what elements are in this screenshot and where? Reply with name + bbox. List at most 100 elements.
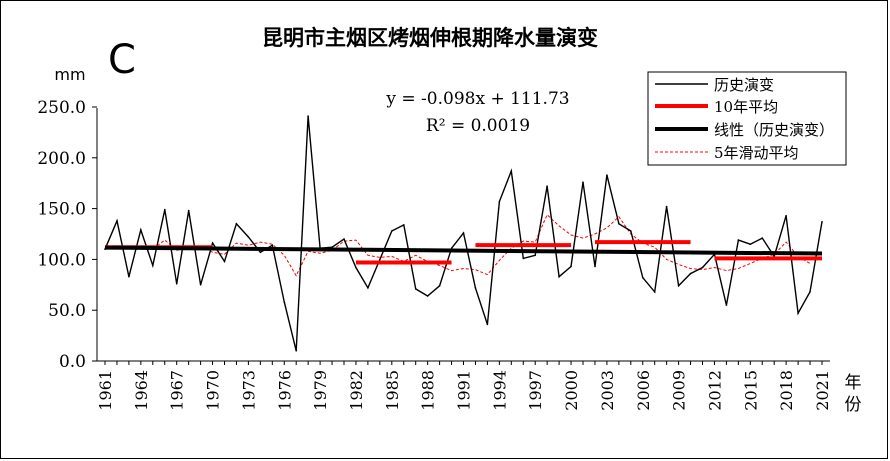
history-point — [403, 224, 405, 226]
x-tick-label: 1961 — [96, 370, 115, 411]
x-tick-label: 2021 — [813, 370, 832, 411]
history-point — [677, 285, 680, 287]
history-point — [295, 350, 298, 352]
x-tick-label: 2018 — [777, 370, 796, 411]
history-point — [379, 258, 381, 261]
history-point — [797, 312, 799, 315]
legend: 历史演变 10年平均 线性（历史演变） 5年滑动平均 — [647, 71, 847, 166]
history-point — [343, 238, 345, 240]
x-tick-label: 1964 — [132, 370, 151, 411]
history-point — [522, 257, 525, 260]
history-point — [223, 260, 226, 263]
x-tick-label: 1985 — [383, 370, 402, 411]
history-point — [510, 170, 513, 172]
x-tick-label: 1991 — [455, 370, 474, 411]
x-tick-label: 2003 — [598, 370, 617, 411]
x-tick-label: 2012 — [705, 370, 724, 411]
history-point — [187, 209, 190, 212]
history-point — [534, 254, 536, 257]
history-point — [725, 304, 728, 306]
y-ticks: 0.0 50.0 100.0 150.0 200.0 250.0 — [37, 98, 97, 372]
history-point — [558, 275, 560, 278]
trend-r-squared: R² = 0.0019 — [426, 116, 530, 136]
history-point — [462, 232, 465, 234]
history-point — [809, 291, 811, 293]
y-tick-label: 50.0 — [48, 301, 86, 321]
legend-label-moving: 5年滑动平均 — [714, 144, 799, 162]
history-point — [235, 223, 238, 225]
legend-label-decade: 10年平均 — [714, 98, 778, 116]
y-tick-label: 150.0 — [37, 200, 86, 220]
legend-box — [647, 71, 847, 166]
history-point — [749, 243, 752, 245]
history-point — [701, 266, 704, 269]
x-tick-label: 2006 — [634, 370, 653, 411]
history-point — [653, 291, 656, 293]
history-point — [570, 265, 572, 268]
history-point — [474, 287, 477, 289]
legend-label-linear: 线性（历史演变） — [714, 121, 834, 139]
history-point — [761, 237, 764, 239]
x-tick-label: 2015 — [741, 370, 760, 411]
x-tick-label: 1973 — [239, 370, 258, 411]
moving-average-line — [128, 213, 811, 277]
history-point — [546, 185, 548, 187]
y-tick-label: 250.0 — [37, 98, 86, 118]
x-tick-label: 1982 — [347, 370, 366, 411]
history-point — [367, 287, 369, 289]
history-point — [211, 242, 214, 244]
history-point — [199, 284, 202, 286]
history-point — [785, 214, 787, 217]
history-point — [259, 251, 262, 254]
x-tick-label: 1967 — [168, 370, 187, 411]
history-point — [438, 285, 441, 287]
y-tick-label: 0.0 — [59, 352, 86, 372]
x-ticks: 1961 1964 1967 1970 1973 1976 1979 1982 1985 1988… — [96, 361, 832, 411]
history-point — [486, 323, 489, 326]
y-tick-label: 200.0 — [37, 149, 86, 169]
x-tick-label: 1997 — [526, 370, 545, 411]
y-axis-unit: mm — [54, 65, 85, 84]
history-point — [426, 295, 429, 297]
history-point — [140, 229, 142, 231]
history-point — [116, 220, 118, 222]
history-point — [414, 288, 417, 290]
trend-equation: y = -0.098x + 111.73 — [385, 89, 569, 109]
history-point — [665, 205, 668, 208]
linear-trend-line — [104, 245, 823, 256]
x-axis-title-part2: 份 — [845, 395, 862, 415]
x-tick-label: 1970 — [204, 370, 223, 411]
history-point — [128, 275, 130, 278]
history-point — [247, 236, 250, 238]
x-tick-label: 2000 — [562, 370, 581, 411]
history-point — [582, 181, 584, 183]
y-tick-label: 100.0 — [37, 250, 86, 270]
history-point — [164, 208, 166, 211]
chart-title: 昆明市主烟区烤烟伸根期降水量演变 — [262, 25, 598, 50]
history-point — [618, 223, 620, 225]
history-point — [391, 230, 393, 232]
history-point — [271, 244, 274, 246]
history-point — [689, 272, 692, 275]
x-tick-label: 1988 — [419, 370, 438, 411]
history-point — [606, 174, 608, 176]
history-point — [283, 301, 286, 303]
legend-label-history: 历史演变 — [714, 76, 774, 94]
history-point — [498, 200, 501, 203]
history-point — [630, 230, 632, 232]
x-tick-label: 1994 — [490, 370, 509, 411]
panel-letter: C — [108, 37, 136, 83]
history-point — [821, 221, 823, 223]
x-tick-label: 1976 — [275, 370, 294, 411]
history-point — [307, 115, 309, 117]
x-tick-label: 1979 — [311, 370, 330, 411]
history-point — [355, 266, 357, 269]
series-layer — [104, 115, 823, 352]
x-axis-title-part1: 年 — [845, 373, 862, 393]
history-point — [175, 283, 178, 285]
history-point — [642, 276, 644, 279]
x-tick-label: 2009 — [670, 370, 689, 411]
history-point — [152, 264, 154, 267]
